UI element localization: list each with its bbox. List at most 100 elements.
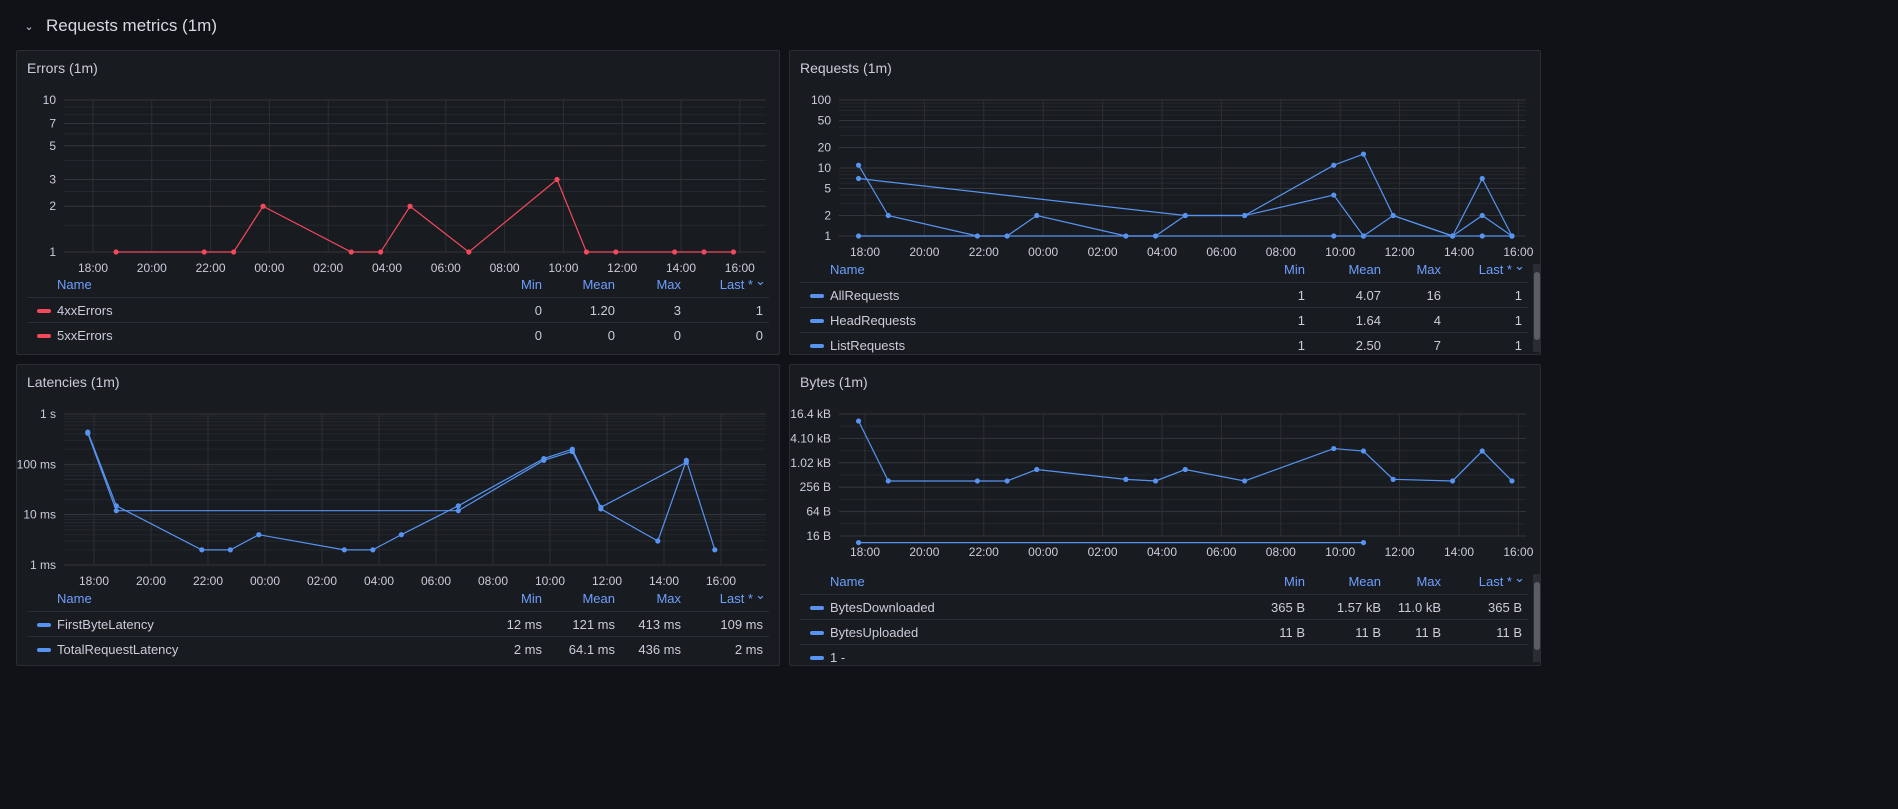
scrollbar-thumb[interactable]	[1534, 582, 1540, 650]
chart-requests[interactable]: 1 2 5 10 20 50 100 18:00 20:00 22:00 00:00 02:00 04:…	[790, 51, 1542, 356]
legend-row[interactable]: 1 -	[800, 644, 1528, 665]
legend-scrollbar[interactable]	[1533, 574, 1541, 662]
data-point[interactable]	[1034, 466, 1040, 473]
data-point[interactable]	[701, 249, 707, 255]
legend-header-last[interactable]: Last *	[719, 277, 753, 292]
data-point[interactable]	[730, 249, 737, 255]
panel-title[interactable]: Requests (1m)	[800, 60, 892, 76]
legend-series-name[interactable]: HeadRequests	[830, 313, 916, 328]
data-point[interactable]	[613, 249, 619, 255]
data-point[interactable]	[370, 547, 376, 553]
data-point[interactable]	[1509, 478, 1515, 484]
legend-header-last[interactable]: Last *	[719, 591, 753, 606]
data-point[interactable]	[85, 429, 91, 435]
data-point[interactable]	[1360, 151, 1367, 157]
legend-row[interactable]: HeadRequests 1 1.64 4 1	[800, 307, 1528, 332]
data-point[interactable]	[378, 249, 384, 255]
data-point[interactable]	[598, 506, 604, 512]
legend-header-max[interactable]: Max	[656, 277, 681, 292]
data-point[interactable]	[348, 249, 354, 255]
data-point[interactable]	[1331, 445, 1337, 452]
data-point[interactable]	[113, 249, 119, 255]
data-point[interactable]	[1152, 478, 1159, 484]
legend-row[interactable]: TotalRequestLatency 2 ms 64.1 ms 436 ms 2 ms	[27, 636, 769, 661]
data-point[interactable]	[1360, 539, 1367, 546]
data-point[interactable]	[1004, 478, 1010, 484]
sort-chevron-icon[interactable]: ⌄	[1514, 258, 1525, 273]
data-point[interactable]	[683, 457, 689, 463]
data-point[interactable]	[1360, 233, 1367, 239]
legend-row[interactable]: FirstByteLatency 12 ms 121 ms 413 ms 109 ms	[27, 611, 769, 636]
legend-series-name[interactable]: 5xxErrors	[57, 328, 113, 343]
data-point[interactable]	[1331, 233, 1337, 239]
data-point[interactable]	[1123, 476, 1129, 482]
data-point[interactable]	[885, 212, 891, 219]
data-point[interactable]	[855, 175, 862, 182]
data-point[interactable]	[1242, 212, 1248, 219]
chart-bytes[interactable]: 16 B 64 B 256 B 1.02 kB 4.10 kB 16.4 kB 18:00 2…	[790, 365, 1542, 667]
sort-chevron-icon[interactable]: ⌄	[1514, 570, 1525, 585]
data-point[interactable]	[260, 203, 266, 209]
legend-header-max[interactable]: Max	[656, 591, 681, 606]
legend-header-name[interactable]: Name	[57, 591, 92, 606]
data-point[interactable]	[1479, 212, 1485, 219]
legend-header-name[interactable]: Name	[830, 574, 865, 589]
data-point[interactable]	[113, 508, 119, 514]
series-line-ListRequests[interactable]	[858, 177, 1512, 237]
data-point[interactable]	[855, 233, 862, 239]
chevron-down-icon[interactable]: ⌄	[24, 20, 34, 33]
data-point[interactable]	[1479, 448, 1485, 454]
data-point[interactable]	[407, 203, 413, 209]
data-point[interactable]	[1390, 212, 1396, 219]
legend-series-name[interactable]: TotalRequestLatency	[57, 642, 179, 657]
data-point[interactable]	[466, 249, 472, 255]
legend-series-name[interactable]: ListRequests	[830, 338, 906, 353]
data-point[interactable]	[855, 418, 862, 424]
legend-series-name[interactable]: BytesDownloaded	[830, 600, 935, 615]
legend-header-mean[interactable]: Mean	[582, 591, 615, 606]
legend-header-name[interactable]: Name	[57, 277, 92, 292]
series-line-HeadRequests[interactable]	[858, 214, 1513, 237]
data-point[interactable]	[1242, 478, 1248, 484]
legend-row[interactable]: 5xxErrors 0 0 0 0	[27, 322, 769, 347]
data-point[interactable]	[855, 539, 862, 546]
data-point[interactable]	[201, 249, 207, 255]
data-point[interactable]	[256, 532, 262, 538]
legend-header-mean[interactable]: Mean	[582, 277, 615, 292]
data-point[interactable]	[113, 503, 119, 509]
data-point[interactable]	[1182, 212, 1188, 219]
data-point[interactable]	[1509, 233, 1515, 239]
sort-chevron-icon[interactable]: ⌄	[755, 273, 766, 288]
legend-header-min[interactable]: Min	[1284, 574, 1305, 589]
data-point[interactable]	[199, 547, 205, 553]
chart-latencies[interactable]: 1 ms 10 ms 100 ms 1 s 18:00 20:00 22:00 00:00 02…	[17, 365, 781, 667]
panel-title[interactable]: Bytes (1m)	[800, 374, 868, 390]
data-point[interactable]	[885, 478, 891, 484]
data-point[interactable]	[1449, 233, 1456, 239]
data-point[interactable]	[974, 478, 980, 484]
data-point[interactable]	[569, 446, 575, 452]
scrollbar-thumb[interactable]	[1534, 272, 1540, 340]
data-point[interactable]	[1390, 476, 1396, 482]
legend-row[interactable]: AllRequests 1 4.07 16 1	[800, 282, 1528, 307]
legend-series-name[interactable]: 1 -	[830, 650, 846, 665]
panel-title[interactable]: Latencies (1m)	[27, 374, 120, 390]
legend-row[interactable]: ListRequests 1 2.50 7 1	[800, 332, 1528, 354]
legend-header-min[interactable]: Min	[1284, 262, 1305, 277]
legend-header-min[interactable]: Min	[521, 277, 542, 292]
legend-series-name[interactable]: FirstByteLatency	[57, 617, 154, 632]
data-point[interactable]	[655, 538, 661, 544]
data-point[interactable]	[583, 249, 590, 255]
data-point[interactable]	[541, 455, 547, 462]
legend-row[interactable]: BytesDownloaded 365 B 1.57 kB 11.0 kB 365 B	[800, 594, 1528, 619]
legend-scrollbar[interactable]	[1533, 264, 1541, 352]
data-point[interactable]	[1479, 233, 1485, 239]
data-point[interactable]	[1479, 175, 1485, 182]
legend-header-max[interactable]: Max	[1416, 574, 1441, 589]
legend-header-max[interactable]: Max	[1416, 262, 1441, 277]
legend-series-name[interactable]: BytesUploaded	[830, 625, 919, 640]
data-point[interactable]	[398, 532, 404, 538]
data-point[interactable]	[1360, 448, 1367, 454]
legend-row[interactable]: BytesUploaded 11 B 11 B 11 B 11 B	[800, 619, 1528, 644]
